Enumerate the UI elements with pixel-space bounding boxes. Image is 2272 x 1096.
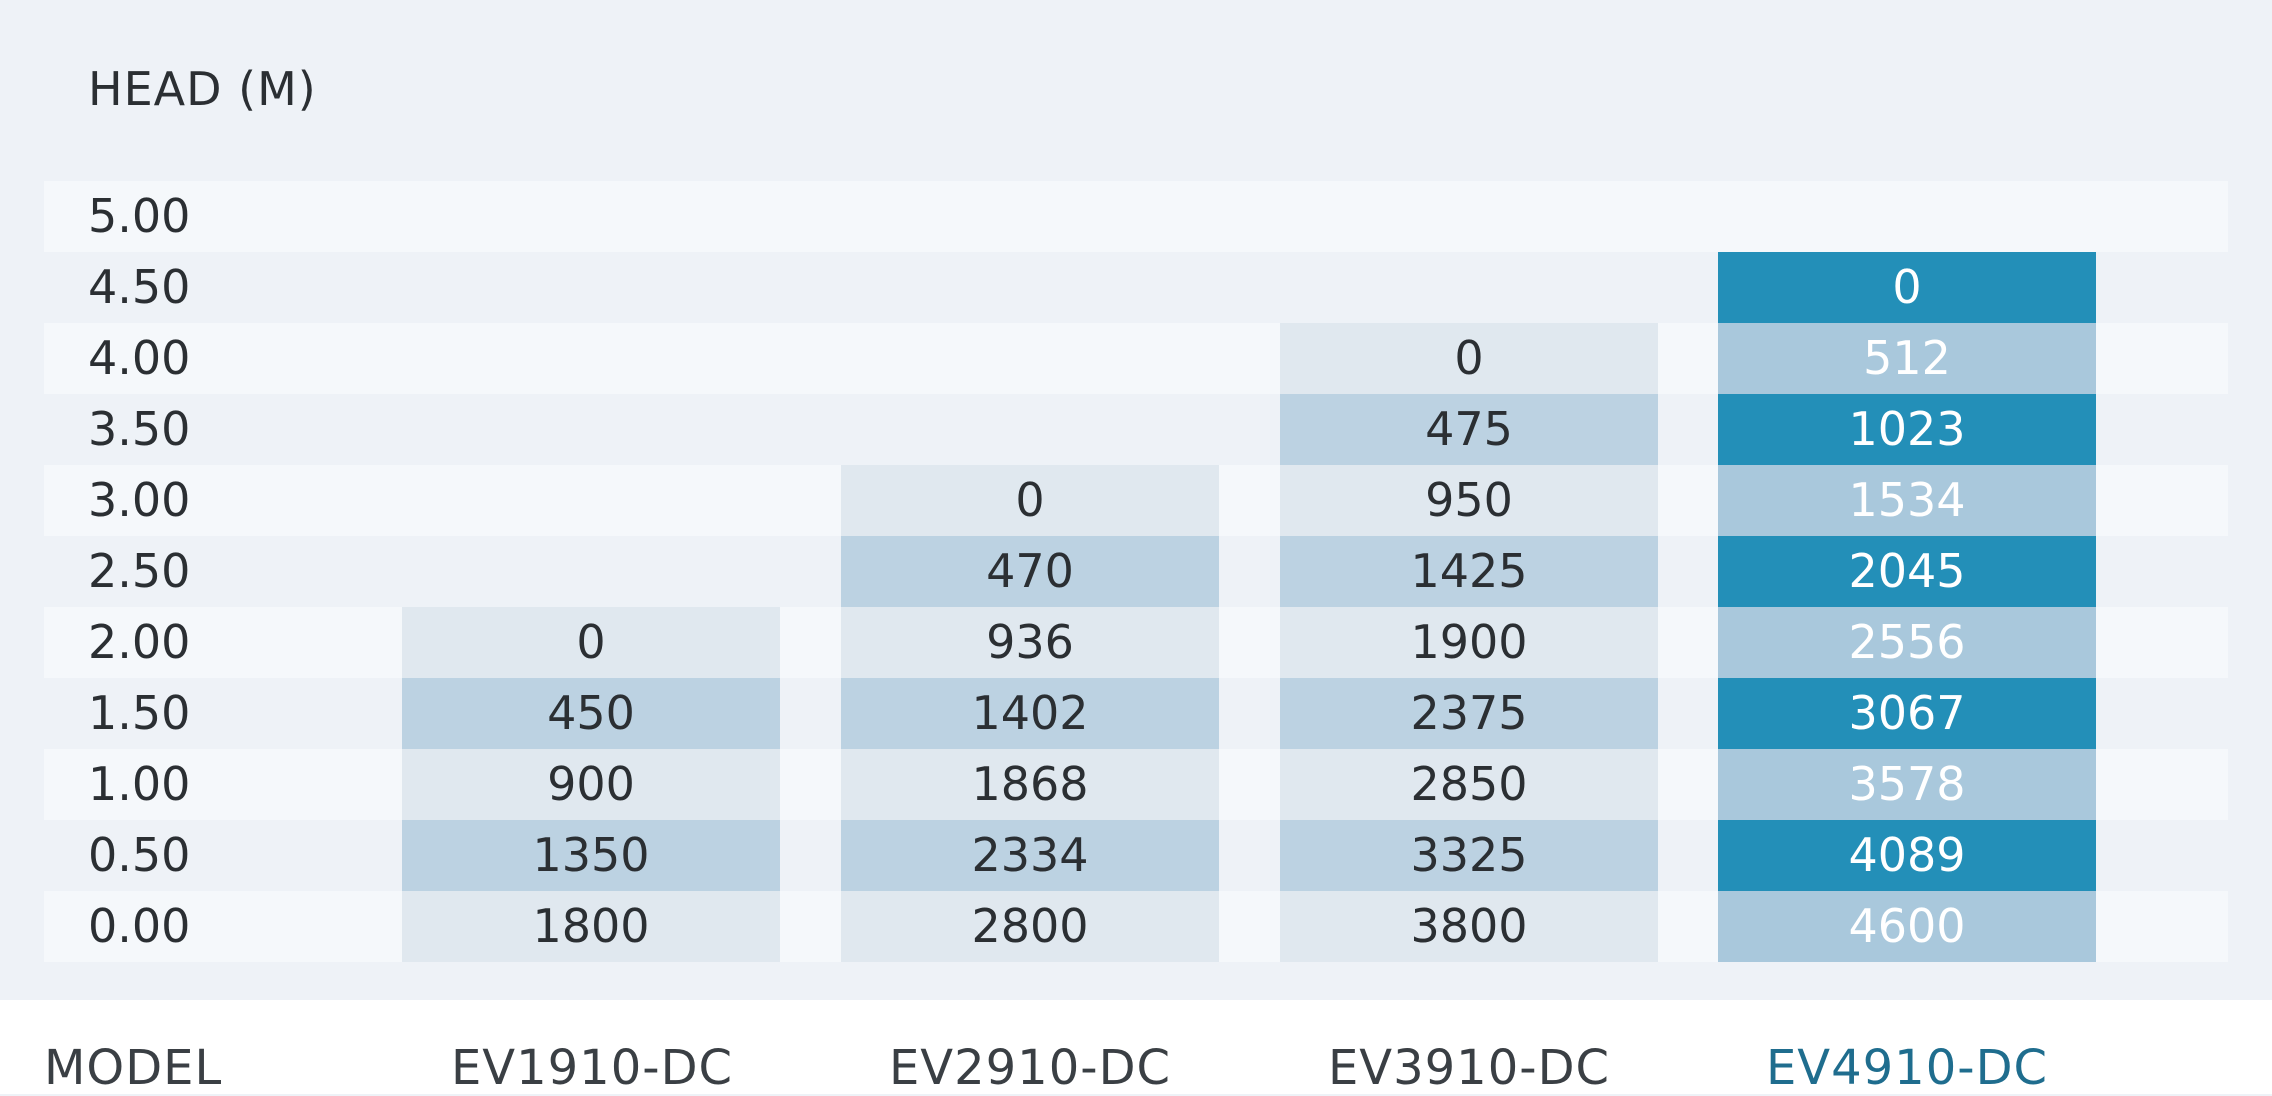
- flow-value-cell: 4089: [1718, 820, 2096, 891]
- flow-value-cell: 3325: [1280, 820, 1658, 891]
- head-value-label: 1.50: [88, 686, 191, 740]
- flow-value-cell: 1350: [402, 820, 780, 891]
- flow-value-cell: 1023: [1718, 394, 2096, 465]
- table-row: 4.50: [44, 252, 2228, 323]
- table-row: 3.50: [44, 394, 2228, 465]
- flow-value-cell: 4600: [1718, 891, 2096, 962]
- head-value-label: 0.50: [88, 828, 191, 882]
- flow-value-cell: 1800: [402, 891, 780, 962]
- flow-value-cell: 1900: [1280, 607, 1658, 678]
- flow-value-cell: 470: [841, 536, 1219, 607]
- flow-value-cell: 2375: [1280, 678, 1658, 749]
- flow-value-cell: 950: [1280, 465, 1658, 536]
- flow-value-cell: 0: [841, 465, 1219, 536]
- flow-value-cell: 2800: [841, 891, 1219, 962]
- head-value-label: 4.50: [88, 260, 191, 314]
- flow-value-cell: 1868: [841, 749, 1219, 820]
- head-value-label: 2.00: [88, 615, 191, 669]
- flow-value-cell: 1425: [1280, 536, 1658, 607]
- flow-value-cell: 2045: [1718, 536, 2096, 607]
- flow-value-cell: 450: [402, 678, 780, 749]
- model-name-ev3910: EV3910-DC: [1327, 1040, 1611, 1096]
- flow-value-cell: 0: [1718, 252, 2096, 323]
- flow-value-cell: 936: [841, 607, 1219, 678]
- head-value-label: 3.00: [88, 473, 191, 527]
- head-value-label: 4.00: [88, 331, 191, 385]
- head-value-label: 2.50: [88, 544, 191, 598]
- table-row: 5.00: [44, 181, 2228, 252]
- flow-value-cell: 900: [402, 749, 780, 820]
- model-label: MODEL: [44, 1040, 223, 1096]
- head-axis-label: HEAD (M): [88, 62, 317, 116]
- flow-value-cell: 0: [1280, 323, 1658, 394]
- head-value-label: 3.50: [88, 402, 191, 456]
- flow-value-cell: 1534: [1718, 465, 2096, 536]
- flow-value-cell: 3067: [1718, 678, 2096, 749]
- flow-value-cell: 512: [1718, 323, 2096, 394]
- flow-value-cell: 1402: [841, 678, 1219, 749]
- head-value-label: 0.00: [88, 899, 191, 953]
- table-row: 2.50: [44, 536, 2228, 607]
- head-flow-table: 5.00 4.50 4.00 3.50 3.00 2.50 2.00 1.50 1.00 0.50…: [44, 181, 2228, 962]
- flow-value-cell: 3800: [1280, 891, 1658, 962]
- model-name-ev2910: EV2910-DC: [888, 1040, 1172, 1096]
- table-row: 0.50: [44, 820, 2228, 891]
- head-value-label: 1.00: [88, 757, 191, 811]
- model-footer: MODEL EV1910-DC EV2910-DC EV3910-DC EV49…: [0, 1000, 2272, 1096]
- table-row: 1.50: [44, 678, 2228, 749]
- head-value-label: 5.00: [88, 189, 191, 243]
- model-name-ev4910: EV4910-DC: [1765, 1040, 2049, 1096]
- flow-value-cell: 2850: [1280, 749, 1658, 820]
- flow-value-cell: 475: [1280, 394, 1658, 465]
- flow-value-cell: 2334: [841, 820, 1219, 891]
- flow-value-cell: 0: [402, 607, 780, 678]
- flow-value-cell: 2556: [1718, 607, 2096, 678]
- model-name-ev1910: EV1910-DC: [450, 1040, 734, 1096]
- flow-value-cell: 3578: [1718, 749, 2096, 820]
